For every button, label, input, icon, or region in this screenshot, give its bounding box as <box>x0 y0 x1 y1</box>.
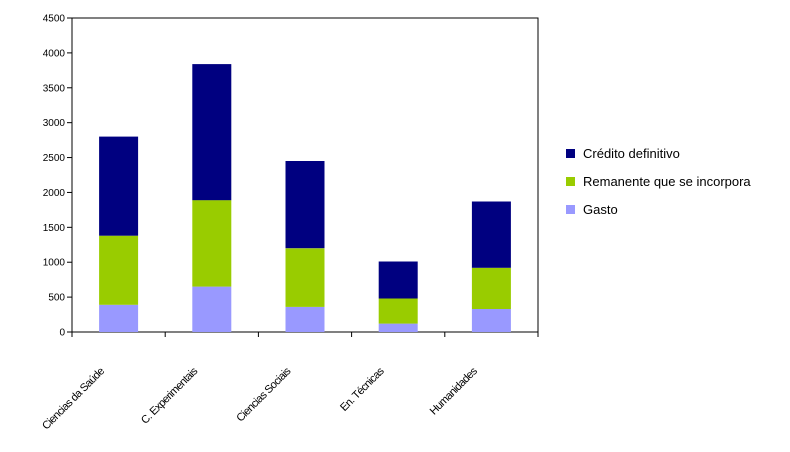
y-tick-label: 2000 <box>43 188 66 199</box>
bars-layer <box>99 64 511 332</box>
bar-segment <box>285 306 325 332</box>
x-category-label: Humanidades <box>428 365 481 418</box>
y-tick-label: 0 <box>59 328 65 339</box>
legend-label: Gasto <box>583 201 618 217</box>
x-category-label: Ciencias Sociais <box>234 365 294 425</box>
y-tick-label: 2500 <box>43 153 66 164</box>
legend-swatch-remanente <box>566 176 575 186</box>
legend-item-credito-definitivo: Crédito definitivo <box>560 139 790 167</box>
legend-swatch-gasto <box>566 204 575 214</box>
x-axis: Ciencias da Saúde C. Experimentais Ciencia… <box>40 332 539 432</box>
legend: Crédito definitivo Remanente que se inco… <box>560 139 790 223</box>
bar-segment <box>99 304 139 332</box>
x-category-label: C. Experimentais <box>139 365 201 427</box>
legend-item-gasto: Gasto <box>560 195 790 223</box>
bar-segment <box>285 161 325 249</box>
x-category-label: Ciencias da Saúde <box>40 365 107 432</box>
bar-segment <box>471 201 511 268</box>
legend-item-remanente: Remanente que se incorpora <box>560 167 790 195</box>
y-tick-label: 500 <box>48 293 65 304</box>
y-tick-label: 3000 <box>43 118 66 129</box>
bar-segment <box>378 261 418 299</box>
bar-segment <box>192 64 232 201</box>
y-tick-label: 1000 <box>43 258 66 269</box>
bar-segment <box>99 136 139 236</box>
y-tick-label: 4000 <box>43 48 66 59</box>
bar-segment <box>192 286 232 332</box>
bar-segment <box>378 323 418 332</box>
y-axis: 0 500 1000 1500 2000 2500 3000 3500 4000 4500 <box>43 14 72 339</box>
bar-segment <box>192 200 232 287</box>
legend-label: Remanente que se incorpora <box>583 173 751 189</box>
y-tick-label: 1500 <box>43 223 66 234</box>
y-tick-label: 4500 <box>43 14 66 25</box>
bar-segment <box>378 298 418 324</box>
legend-label: Crédito definitivo <box>583 145 680 161</box>
bar-segment <box>471 309 511 332</box>
bar-segment <box>99 235 139 305</box>
legend-swatch-credito <box>566 148 575 158</box>
bar-segment <box>285 248 325 307</box>
y-tick-label: 3500 <box>43 83 66 94</box>
x-category-label: En. Técnicas <box>338 365 387 414</box>
bar-segment <box>471 267 511 309</box>
